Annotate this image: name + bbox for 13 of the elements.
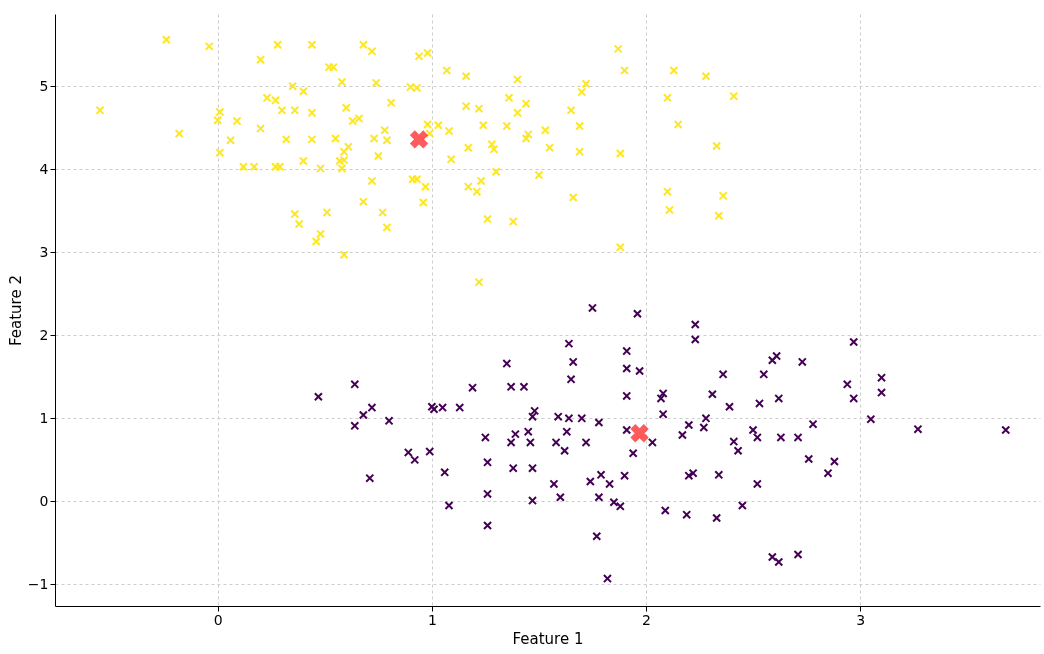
x-axis-title: Feature 1 [512, 629, 584, 648]
y-tick-label: −1 [27, 575, 49, 592]
y-tick-label: 3 [39, 243, 49, 260]
x-tick-label: 3 [856, 611, 866, 628]
y-tick-label: 2 [39, 326, 49, 343]
y-tick-label: 4 [39, 160, 49, 177]
y-tick-label: 5 [39, 77, 49, 94]
x-tick-label: 0 [213, 611, 223, 628]
y-axis-title: Feature 2 [6, 275, 25, 346]
y-tick-label: 1 [39, 409, 49, 426]
x-tick-label: 1 [427, 611, 437, 628]
y-tick-label: 0 [39, 492, 49, 509]
x-tick-label: 2 [642, 611, 651, 628]
